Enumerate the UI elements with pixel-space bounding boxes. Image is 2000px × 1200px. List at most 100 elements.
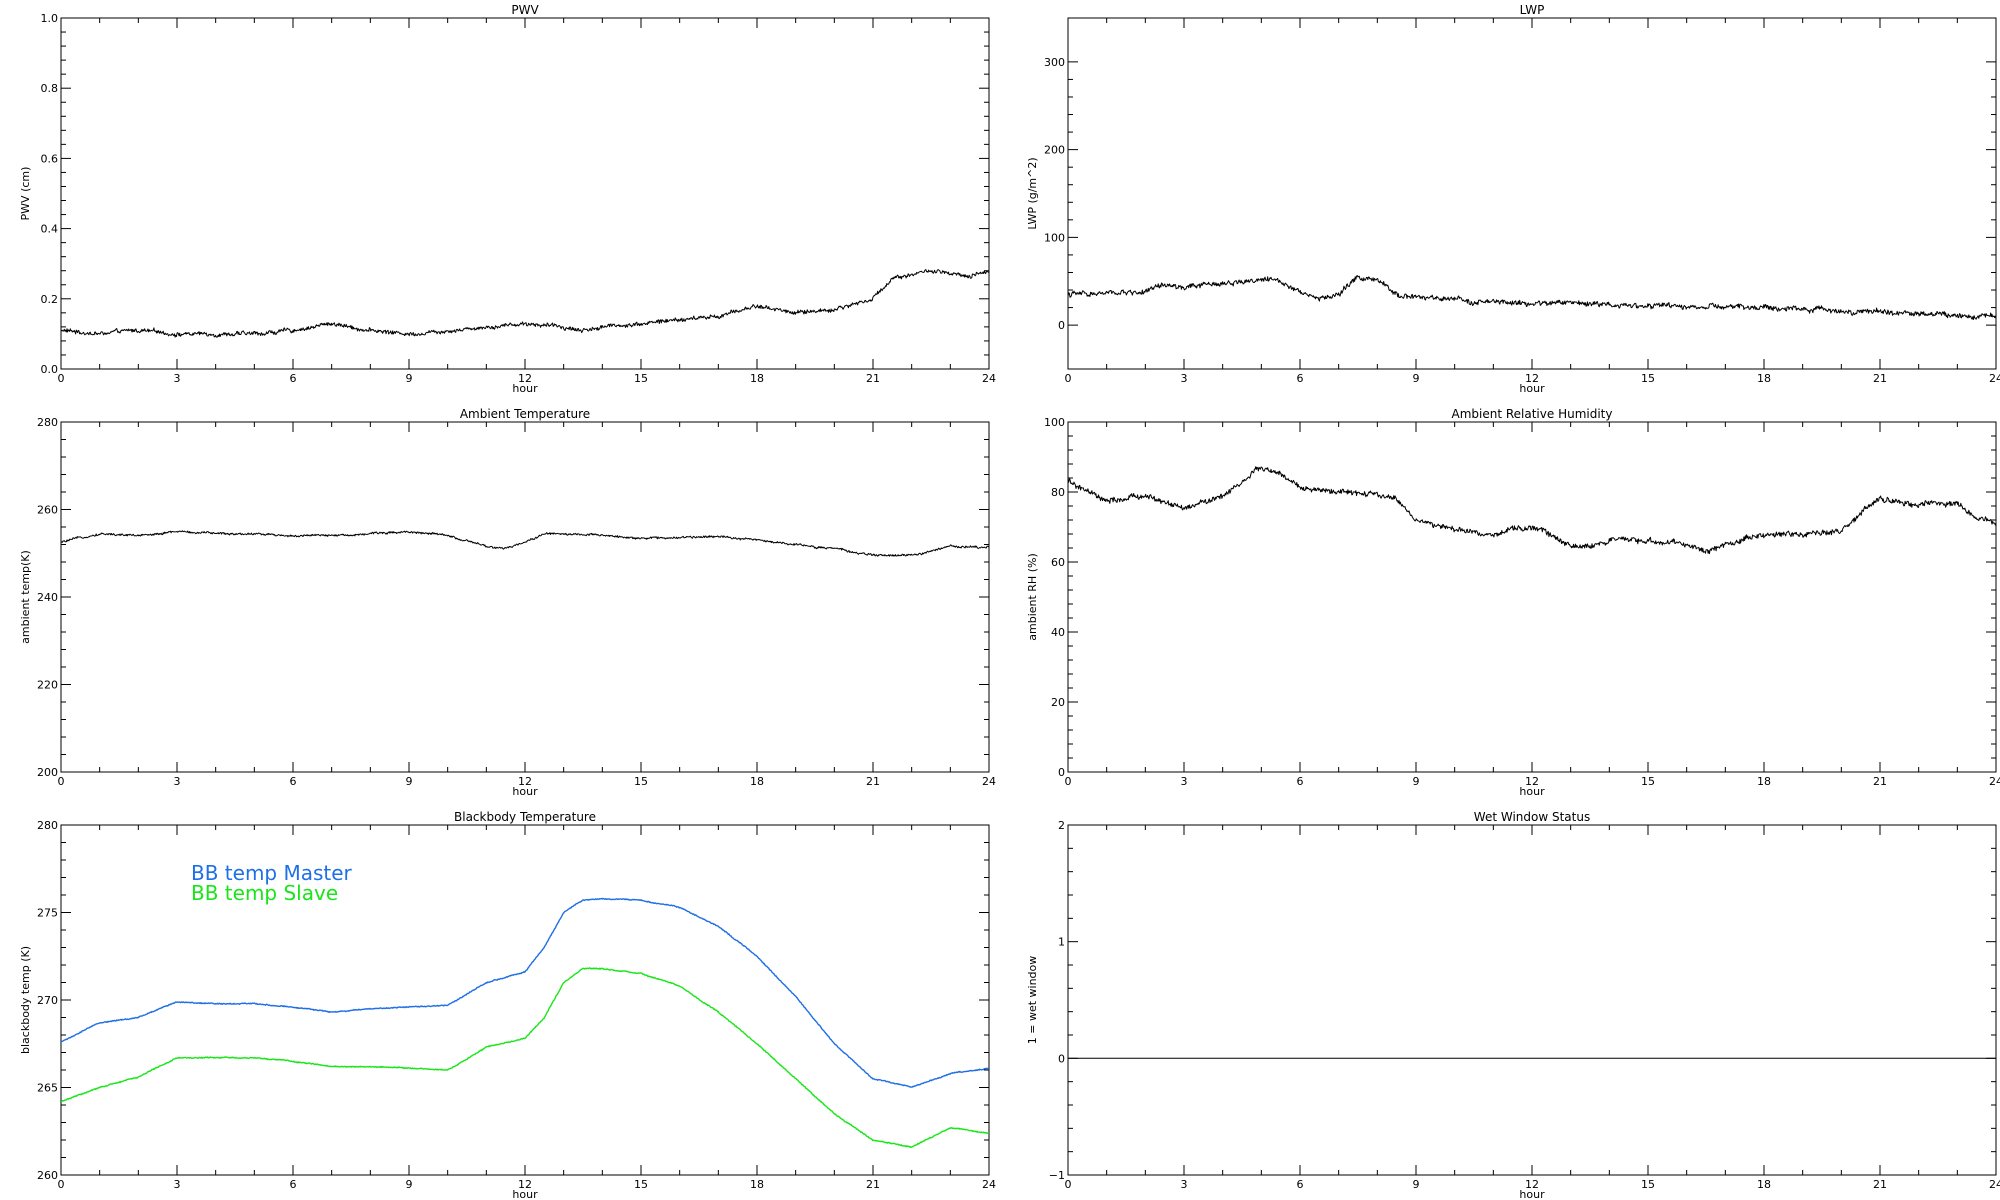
y-axis-label: PWV (cm) bbox=[19, 167, 32, 221]
plot-frame bbox=[1067, 17, 1997, 370]
x-tick-label: 12 bbox=[518, 372, 532, 385]
x-tick-label: 15 bbox=[1641, 775, 1655, 788]
x-tick-label: 15 bbox=[634, 775, 648, 788]
x-tick-label: 15 bbox=[1641, 1178, 1655, 1191]
x-tick-label: 3 bbox=[1181, 775, 1188, 788]
x-tick-label: 18 bbox=[1757, 775, 1771, 788]
x-tick-label: 21 bbox=[866, 372, 880, 385]
y-tick-label: 260 bbox=[37, 1169, 58, 1182]
series-line-data bbox=[61, 269, 989, 338]
x-tick-label: 18 bbox=[1757, 372, 1771, 385]
y-tick-label: 220 bbox=[37, 679, 58, 692]
plot-frame bbox=[60, 17, 990, 370]
y-tick-label: −1 bbox=[1049, 1169, 1065, 1182]
x-tick-label: 24 bbox=[982, 372, 996, 385]
x-tick-label: 9 bbox=[406, 372, 413, 385]
y-tick-label: 100 bbox=[1044, 416, 1065, 429]
x-tick-label: 3 bbox=[174, 775, 181, 788]
series-group bbox=[1068, 466, 1996, 555]
x-tick-label: 15 bbox=[634, 372, 648, 385]
x-tick-label: 6 bbox=[1297, 775, 1304, 788]
x-tick-label: 0 bbox=[1065, 372, 1072, 385]
chart-title: LWP bbox=[1520, 3, 1545, 17]
y-tick-label: 275 bbox=[37, 907, 58, 920]
x-tick-label: 9 bbox=[1413, 775, 1420, 788]
x-tick-label: 18 bbox=[750, 372, 764, 385]
x-tick-label: 6 bbox=[290, 775, 297, 788]
legend-entry: BB temp Slave bbox=[191, 881, 338, 905]
x-tick-label: 12 bbox=[1525, 775, 1539, 788]
plot-frame bbox=[1067, 824, 1997, 1176]
x-tick-label: 21 bbox=[1873, 372, 1887, 385]
x-axis-label: hour bbox=[1519, 382, 1545, 395]
y-tick-label: 0.6 bbox=[41, 152, 59, 165]
x-tick-label: 9 bbox=[406, 775, 413, 788]
x-tick-label: 0 bbox=[58, 1178, 65, 1191]
y-tick-label: 20 bbox=[1051, 696, 1065, 709]
x-axis-label: hour bbox=[512, 382, 538, 395]
plot-frame bbox=[1067, 421, 1997, 773]
x-tick-label: 15 bbox=[634, 1178, 648, 1191]
chart-title: Wet Window Status bbox=[1474, 810, 1590, 824]
series-group bbox=[61, 897, 989, 1149]
x-tick-label: 24 bbox=[982, 1178, 996, 1191]
x-tick-label: 0 bbox=[58, 372, 65, 385]
y-tick-label: 0 bbox=[1058, 1052, 1065, 1065]
plot-frame bbox=[60, 421, 990, 773]
x-tick-label: 6 bbox=[290, 1178, 297, 1191]
y-tick-label: 0 bbox=[1058, 766, 1065, 779]
series-line-bb-temp-slave bbox=[61, 967, 989, 1149]
panel-ambient-temp: Ambient Temperature 0 3 6 9 12 15 18 21 24 hour 200… bbox=[19, 407, 996, 798]
chart-title: Ambient Relative Humidity bbox=[1452, 407, 1613, 421]
legend-entry: BB temp Master bbox=[191, 861, 353, 885]
y-tick-label: 260 bbox=[37, 504, 58, 517]
panel-ambient-rh: Ambient Relative Humidity 0 3 6 9 12 15 18 21 24 h… bbox=[1026, 407, 2000, 798]
x-tick-label: 21 bbox=[866, 775, 880, 788]
y-tick-label: 240 bbox=[37, 591, 58, 604]
chart-title: Blackbody Temperature bbox=[454, 810, 596, 824]
x-tick-label: 24 bbox=[982, 775, 996, 788]
series-line-bb-temp-master bbox=[61, 897, 989, 1088]
x-tick-label: 6 bbox=[1297, 372, 1304, 385]
panel-blackbody-temp: Blackbody Temperature 0 3 6 9 12 15 18 21 24 hour 2… bbox=[19, 810, 996, 1200]
x-tick-label: 21 bbox=[1873, 775, 1887, 788]
series-group bbox=[61, 530, 989, 557]
x-tick-label: 15 bbox=[1641, 372, 1655, 385]
chart-title: PWV bbox=[511, 3, 539, 17]
x-tick-label: 18 bbox=[750, 1178, 764, 1191]
x-tick-label: 0 bbox=[1065, 775, 1072, 788]
series-line-data bbox=[1068, 275, 1996, 321]
series-group bbox=[61, 269, 989, 338]
x-tick-label: 18 bbox=[1757, 1178, 1771, 1191]
y-tick-label: 270 bbox=[37, 994, 58, 1007]
series-group bbox=[1068, 275, 1996, 321]
x-tick-label: 3 bbox=[1181, 372, 1188, 385]
x-tick-label: 3 bbox=[1181, 1178, 1188, 1191]
x-tick-label: 0 bbox=[58, 775, 65, 788]
x-tick-label: 6 bbox=[290, 372, 297, 385]
y-tick-label: 40 bbox=[1051, 626, 1065, 639]
x-tick-label: 3 bbox=[174, 372, 181, 385]
y-tick-label: 100 bbox=[1044, 231, 1065, 244]
series-line-data bbox=[61, 530, 989, 557]
panel-pwv: PWV 0 3 6 9 12 15 18 21 24 hour 0.0 0.2 0.4 0.6 0.8 1.0 P… bbox=[19, 3, 996, 395]
x-tick-label: 3 bbox=[174, 1178, 181, 1191]
y-axis-label: 1 = wet window bbox=[1026, 956, 1039, 1045]
y-axis-label: ambient temp(K) bbox=[19, 550, 32, 644]
x-tick-label: 24 bbox=[1989, 372, 2000, 385]
y-tick-label: 280 bbox=[37, 819, 58, 832]
y-tick-label: 0.2 bbox=[41, 293, 59, 306]
y-axis-label: ambient RH (%) bbox=[1026, 553, 1039, 641]
x-tick-label: 12 bbox=[518, 1178, 532, 1191]
y-axis-label: LWP (g/m^2) bbox=[1026, 157, 1039, 229]
x-tick-label: 9 bbox=[406, 1178, 413, 1191]
x-axis-label: hour bbox=[512, 1188, 538, 1200]
y-tick-label: 0 bbox=[1058, 319, 1065, 332]
y-tick-label: 0.4 bbox=[41, 223, 59, 236]
x-tick-label: 6 bbox=[1297, 1178, 1304, 1191]
y-tick-label: 300 bbox=[1044, 56, 1065, 69]
x-tick-label: 24 bbox=[1989, 775, 2000, 788]
y-tick-label: 280 bbox=[37, 416, 58, 429]
x-tick-label: 21 bbox=[866, 1178, 880, 1191]
